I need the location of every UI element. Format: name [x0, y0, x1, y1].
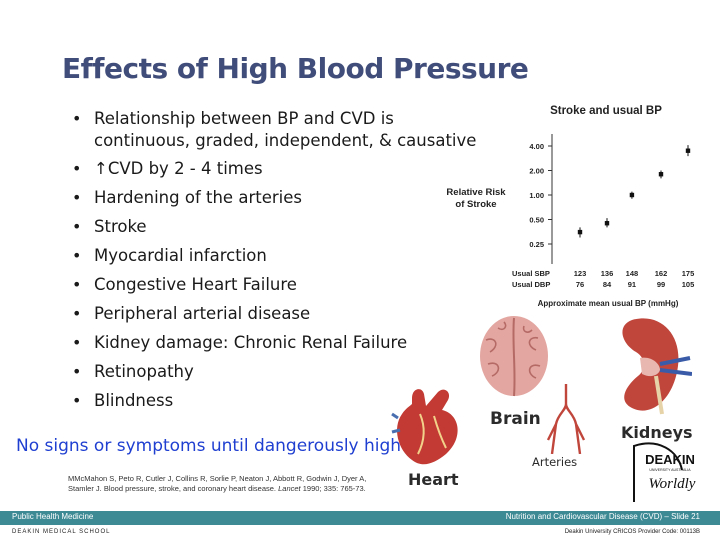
chart-point [685, 148, 691, 153]
bullet-item: Stroke [72, 212, 482, 241]
chart-x-row-label: Usual DBP [512, 280, 550, 289]
chart-point [658, 172, 664, 177]
bullet-item: Myocardial infarction [72, 241, 482, 270]
chart-title: Stroke and usual BP [550, 105, 662, 117]
chart-x-tick-label: 84 [603, 280, 612, 289]
brain-illustration [480, 316, 548, 397]
heart-illustration [391, 389, 458, 465]
chart-point [629, 192, 635, 198]
chart-y-tick-label: 1.00 [529, 191, 544, 200]
bullet-item: ↑CVD by 2 - 4 times [72, 154, 482, 183]
chart-x-tick-label: 162 [655, 269, 668, 278]
chart-x-row-label: Usual SBP [512, 269, 550, 278]
chart-y-tick-label: 4.00 [529, 142, 544, 151]
chart-y-tick-label: 0.25 [529, 240, 544, 249]
warning-text: No signs or symptoms until dangerously h… [16, 436, 402, 456]
bullet-item: Relationship between BP and CVD is conti… [72, 108, 482, 152]
chart-y-ticks: 4.00 2.00 1.00 0.50 0.25 [529, 142, 552, 249]
heart-label: Heart [408, 470, 459, 489]
chart-points [577, 145, 691, 238]
chart-ylabel-line2: of Stroke [455, 199, 496, 210]
logo-name: DEAKIN [645, 452, 695, 467]
arteries-illustration [546, 384, 586, 454]
bullet-item: Blindness [72, 386, 482, 415]
chart-point [577, 229, 583, 235]
chart-point [604, 221, 610, 226]
chart-x-tick-label: 148 [626, 269, 639, 278]
brain-label: Brain [490, 409, 541, 429]
footer-bar [0, 511, 720, 525]
footer-right: Nutrition and Cardiovascular Disease (CV… [505, 512, 700, 521]
kidney-illustration [622, 318, 692, 415]
bullet-item: Kidney damage: Chronic Renal Failure [72, 328, 482, 357]
deakin-logo: DEAKIN UNIVERSITY AUSTRALIA Worldly [633, 442, 696, 502]
logo-sub2: Worldly [649, 476, 696, 492]
chart-x-tick-label: 99 [657, 280, 665, 289]
kidneys-label: Kidneys [621, 423, 693, 442]
chart-y-tick-label: 2.00 [529, 167, 544, 176]
bullet-item: Congestive Heart Failure [72, 270, 482, 299]
stroke-bp-chart: Stroke and usual BP Relative Risk of Str… [446, 105, 694, 308]
chart-x-tick-label: 76 [576, 280, 584, 289]
chart-x-rows: Usual SBP 123 136 148 162 175 Usual DBP 76 84 91 9… [512, 269, 694, 289]
chart-x-tick-label: 136 [601, 269, 614, 278]
chart-x-tick-label: 123 [574, 269, 587, 278]
chart-x-tick-label: 175 [682, 269, 695, 278]
bullet-item: Peripheral arterial disease [72, 299, 482, 328]
chart-xlabel: Approximate mean usual BP (mmHg) [538, 299, 679, 308]
arteries-label: Arteries [532, 455, 578, 469]
bullet-item: Hardening of the arteries [72, 183, 482, 212]
footer-left: Public Health Medicine [12, 512, 94, 521]
chart-y-tick-label: 0.50 [529, 216, 544, 225]
bullet-item: Retinopathy [72, 357, 482, 386]
citation-journal: Lancet [278, 483, 301, 493]
footer-cricos: Deakin University CRICOS Provider Code: … [564, 529, 700, 535]
citation-text: MMcMahon S, Peto R, Cutler J, Collins R,… [68, 474, 367, 493]
bullet-list: Relationship between BP and CVD is conti… [72, 108, 482, 415]
citation-tail: 1990; 335: 765-73. [302, 483, 366, 493]
footer-school: DEAKIN MEDICAL SCHOOL [12, 529, 111, 535]
page-title: Effects of High Blood Pressure [62, 52, 529, 85]
chart-ylabel-line1: Relative Risk [446, 187, 506, 198]
chart-x-tick-label: 105 [682, 280, 695, 289]
logo-sub1: UNIVERSITY AUSTRALIA [649, 468, 691, 472]
chart-x-tick-label: 91 [628, 280, 636, 289]
citation: MMcMahon S, Peto R, Cutler J, Collins R,… [68, 474, 388, 493]
